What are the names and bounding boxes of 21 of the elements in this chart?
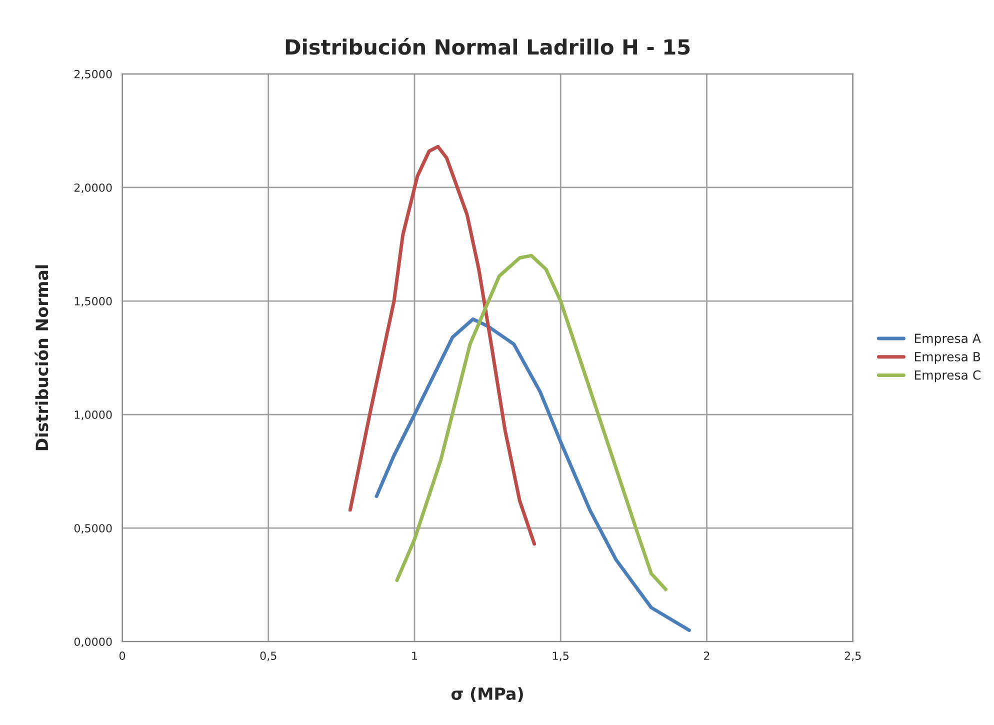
legend-label: Empresa A	[914, 334, 981, 346]
line-series	[374, 317, 691, 632]
y-tick-label: 0,0000	[74, 638, 112, 648]
y-tick-label: 0,5000	[74, 524, 112, 534]
chart-title: Distribución Normal Ladrillo H - 15	[286, 38, 690, 55]
x-tick-label: 1,5	[553, 652, 568, 662]
x-axis-title: σ (MPa)	[451, 687, 523, 702]
y-tick-label: 2,0000	[74, 183, 112, 193]
y-axis-title: Distribución Normal	[34, 265, 48, 450]
x-tick-label: 0,5	[260, 652, 276, 662]
x-tick-label: 0	[119, 652, 126, 660]
x-tick-label: 1	[412, 652, 418, 660]
legend-label: Empresa C	[914, 370, 980, 382]
line-series	[348, 144, 536, 546]
legend-label: Empresa B	[914, 352, 980, 364]
y-tick-label: 1,0000	[74, 410, 112, 420]
y-tick-label: 1,5000	[74, 296, 112, 307]
x-tick-label: 2	[704, 652, 710, 660]
y-tick-label: 2,5000	[74, 70, 112, 80]
x-tick-label: 2,5	[844, 652, 861, 662]
line-series	[395, 254, 668, 592]
